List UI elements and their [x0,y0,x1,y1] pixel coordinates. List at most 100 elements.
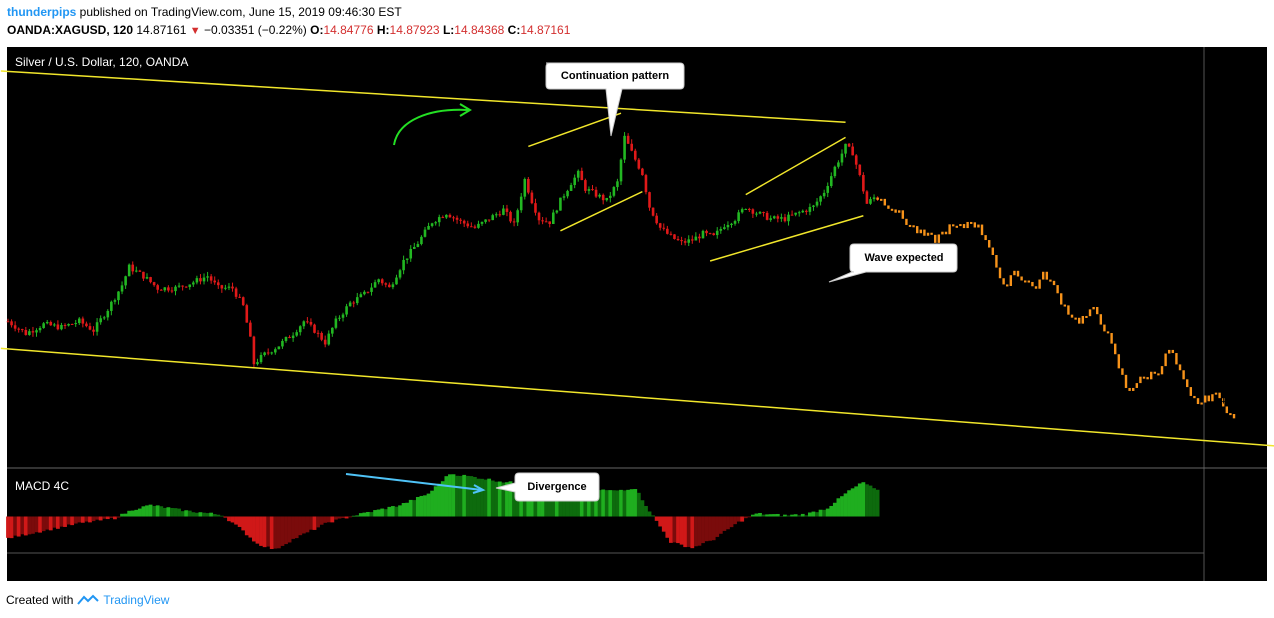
macd-bar [636,492,641,517]
macd-bar [255,516,260,544]
tradingview-link[interactable]: TradingView [103,593,170,607]
macd-bar [494,481,499,517]
candle-body [566,190,569,197]
candle-body [523,179,527,197]
macd-bar [98,516,103,521]
macd-bar [462,474,467,517]
macd-bar [280,516,285,546]
macd-bar [701,516,705,544]
macd-bar [316,516,320,528]
macd-bar [45,516,50,530]
macd-bar [337,516,342,519]
macd-bar [216,514,221,517]
macd-bar [583,489,588,517]
candle-body [77,318,81,324]
macd-bar [170,507,174,517]
projection-bar [894,209,897,213]
ohlc-line: OANDA:XAGUSD, 120 14.87161 ▼ −0.03351 (−… [7,23,570,37]
macd-bar [191,512,196,517]
macd-bar [433,486,438,517]
candle-body [323,339,327,345]
candle-body [420,236,423,245]
candle-body [502,208,505,215]
candle-body [388,284,391,288]
candle-body [391,284,395,288]
macd-bar [857,483,862,517]
candle-body [188,284,192,288]
price-tick-label: 14.40000 [1213,334,1259,346]
macd-tick-label: -0.05000 [1213,540,1256,552]
candle-body [537,212,541,221]
macd-bar [576,488,581,517]
projection-bar [937,234,941,243]
macd-bar [312,516,317,530]
candle-body [252,336,256,365]
candle-body [398,270,402,278]
macd-bar [180,511,185,517]
candle-body [24,329,28,335]
candle-body [284,336,288,341]
projection-bar [898,210,901,213]
candle-body [416,244,420,247]
candle-body [53,324,56,326]
candle-body [591,189,594,191]
macd-bar [704,516,709,542]
macd-bar [52,516,57,528]
candle-body [434,222,437,224]
candle-body [127,264,131,277]
candle-body [833,166,837,177]
candle-body [694,236,698,241]
candle-body [95,322,99,332]
candle-body [363,291,366,295]
candle-body [117,291,120,301]
author-name[interactable]: thunderpips [7,5,77,19]
projection-bar [1031,281,1034,287]
macd-bar [88,516,92,523]
macd-bar [451,474,456,517]
candle-body [370,287,373,292]
projection-bar [1139,376,1142,384]
macd-bar [194,512,199,517]
candle-body [152,282,156,286]
macd-bar [369,512,374,517]
macd-bar [683,516,688,548]
macd-bar [644,505,648,517]
macd-bar [31,516,35,534]
candle-body [837,162,840,167]
macd-bar [123,513,128,517]
projection-bar [948,224,951,235]
candle-body [687,239,691,243]
candle-body [765,212,769,220]
candle-body [658,223,662,228]
macd-bar [41,516,46,532]
down-arrow-icon: ▼ [189,25,201,37]
macd-bar [373,510,377,517]
candle-body [808,206,812,212]
macd-bar [633,489,638,517]
macd-bar [252,516,256,542]
macd-bar [505,482,509,517]
macd-bar [376,509,381,517]
candle-body [306,321,309,323]
macd-bar [797,515,802,517]
candle-body [266,352,270,354]
tradingview-logo-icon [77,594,100,605]
macd-bar [808,512,812,517]
projection-bar [1088,309,1092,317]
projection-bar [1225,406,1229,414]
projection-bar [941,231,944,235]
macd-bar [430,490,435,517]
projection-bar [1132,387,1135,391]
footer: Created with TradingView [6,593,169,607]
macd-bar [319,516,324,525]
macd-bar [779,516,784,517]
macd-bar [309,516,313,530]
candle-body [723,227,726,229]
macd-bar [234,516,238,525]
candle-body [473,226,477,228]
macd-bar [715,516,720,537]
projection-bar [1049,279,1052,282]
macd-bar [761,514,766,517]
candle-body [705,230,708,234]
